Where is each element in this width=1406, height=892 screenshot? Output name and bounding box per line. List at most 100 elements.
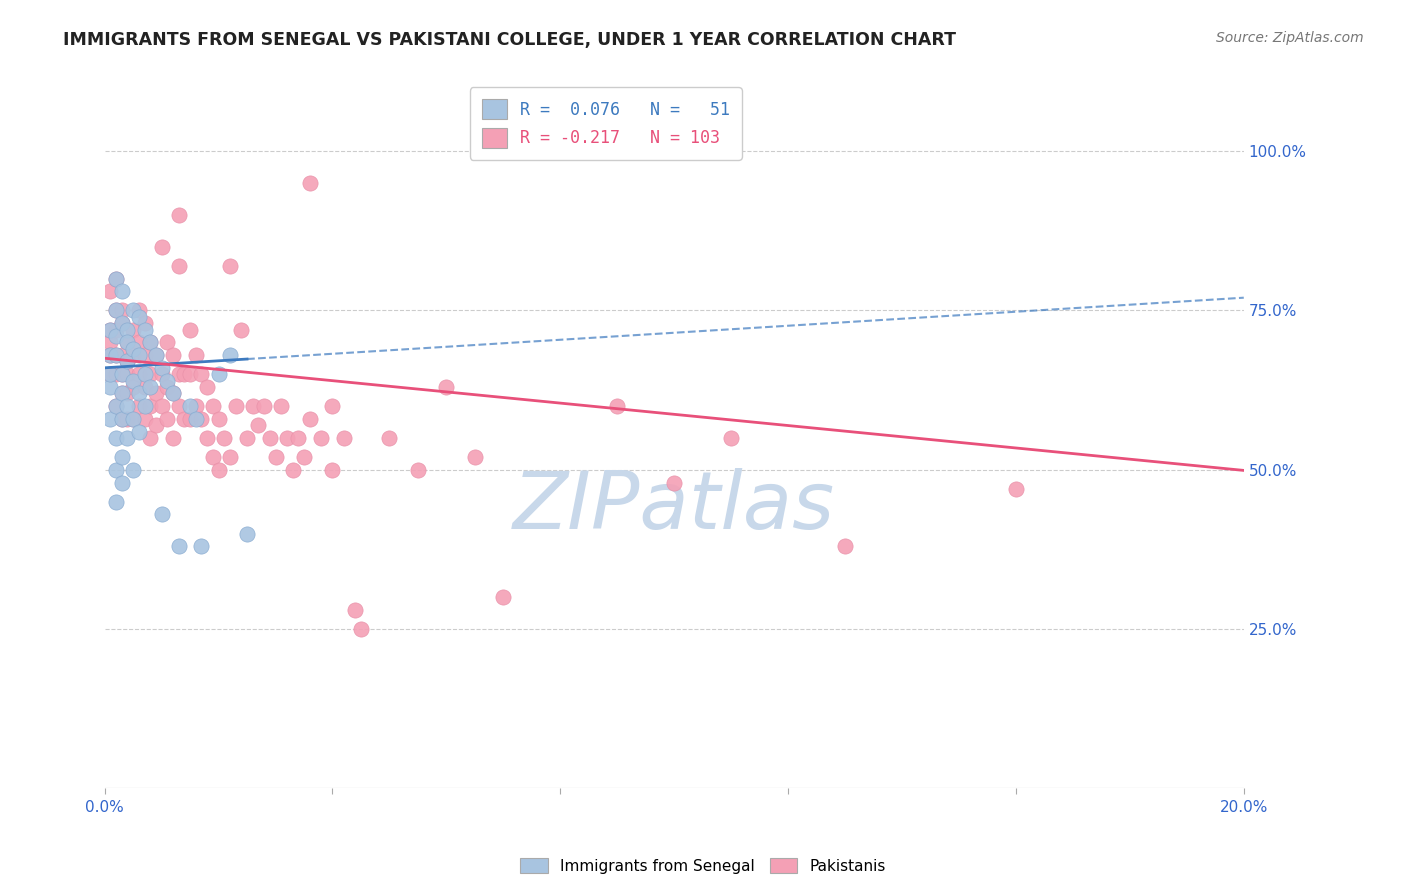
Point xyxy=(139,335,162,350)
Point xyxy=(117,411,139,425)
Point xyxy=(111,348,134,362)
Point xyxy=(333,431,356,445)
Legend: Immigrants from Senegal, Pakistanis: Immigrants from Senegal, Pakistanis xyxy=(515,852,891,880)
Point xyxy=(214,431,236,445)
Point xyxy=(105,494,128,508)
Point xyxy=(111,386,134,401)
Point xyxy=(122,411,145,425)
Point xyxy=(167,399,190,413)
Point xyxy=(122,411,145,425)
Point xyxy=(179,367,201,381)
Point xyxy=(111,316,134,330)
Point xyxy=(105,431,128,445)
Point xyxy=(156,374,179,388)
Point xyxy=(128,310,150,324)
Point xyxy=(98,285,121,299)
Point xyxy=(242,399,264,413)
Point xyxy=(117,354,139,368)
Point xyxy=(156,335,179,350)
Point xyxy=(173,367,195,381)
Point xyxy=(156,411,179,425)
Point xyxy=(128,367,150,381)
Point xyxy=(128,425,150,439)
Point xyxy=(225,399,247,413)
Point xyxy=(145,348,167,362)
Point xyxy=(122,342,145,356)
Point xyxy=(287,431,309,445)
Point xyxy=(264,450,287,464)
Point xyxy=(98,367,121,381)
Point xyxy=(128,335,150,350)
Point xyxy=(184,348,207,362)
Point xyxy=(321,399,343,413)
Point xyxy=(111,386,134,401)
Text: Source: ZipAtlas.com: Source: ZipAtlas.com xyxy=(1216,31,1364,45)
Point xyxy=(219,450,242,464)
Point xyxy=(150,508,173,522)
Point xyxy=(111,450,134,464)
Point xyxy=(105,367,128,381)
Point xyxy=(145,348,167,362)
Point xyxy=(134,367,156,381)
Point xyxy=(270,399,292,413)
Point xyxy=(195,380,218,394)
Point xyxy=(122,380,145,394)
Point xyxy=(111,303,134,318)
Point xyxy=(105,399,128,413)
Point xyxy=(117,335,139,350)
Point xyxy=(162,431,184,445)
Point xyxy=(128,348,150,362)
Point xyxy=(122,322,145,336)
Point xyxy=(98,367,121,381)
Point xyxy=(139,431,162,445)
Point xyxy=(179,322,201,336)
Point xyxy=(105,463,128,477)
Point xyxy=(105,322,128,336)
Point xyxy=(292,450,315,464)
Point xyxy=(139,399,162,413)
Point xyxy=(167,539,190,553)
Point xyxy=(720,431,742,445)
Point xyxy=(122,303,145,318)
Point xyxy=(190,539,212,553)
Point xyxy=(281,463,304,477)
Point xyxy=(117,431,139,445)
Point xyxy=(134,322,156,336)
Point xyxy=(122,463,145,477)
Text: ZIPatlas: ZIPatlas xyxy=(513,468,835,547)
Point xyxy=(105,303,128,318)
Point xyxy=(162,386,184,401)
Point xyxy=(179,411,201,425)
Point xyxy=(98,348,121,362)
Legend: R =  0.076   N =   51, R = -0.217   N = 103: R = 0.076 N = 51, R = -0.217 N = 103 xyxy=(470,87,742,160)
Point xyxy=(134,348,156,362)
Point xyxy=(464,450,486,464)
Point xyxy=(350,622,373,636)
Point xyxy=(134,411,156,425)
Point xyxy=(122,374,145,388)
Point xyxy=(201,450,224,464)
Point xyxy=(117,354,139,368)
Point xyxy=(150,240,173,254)
Point xyxy=(236,431,259,445)
Point xyxy=(134,380,156,394)
Point xyxy=(219,259,242,273)
Point xyxy=(111,367,134,381)
Point xyxy=(162,386,184,401)
Point xyxy=(111,367,134,381)
Point xyxy=(219,348,242,362)
Point xyxy=(406,463,429,477)
Point xyxy=(276,431,298,445)
Point xyxy=(207,463,229,477)
Point xyxy=(117,322,139,336)
Point xyxy=(134,316,156,330)
Point xyxy=(298,176,321,190)
Point xyxy=(298,411,321,425)
Point xyxy=(378,431,401,445)
Point xyxy=(139,367,162,381)
Point xyxy=(834,539,856,553)
Point xyxy=(184,411,207,425)
Point xyxy=(156,380,179,394)
Point xyxy=(606,399,628,413)
Point xyxy=(344,603,367,617)
